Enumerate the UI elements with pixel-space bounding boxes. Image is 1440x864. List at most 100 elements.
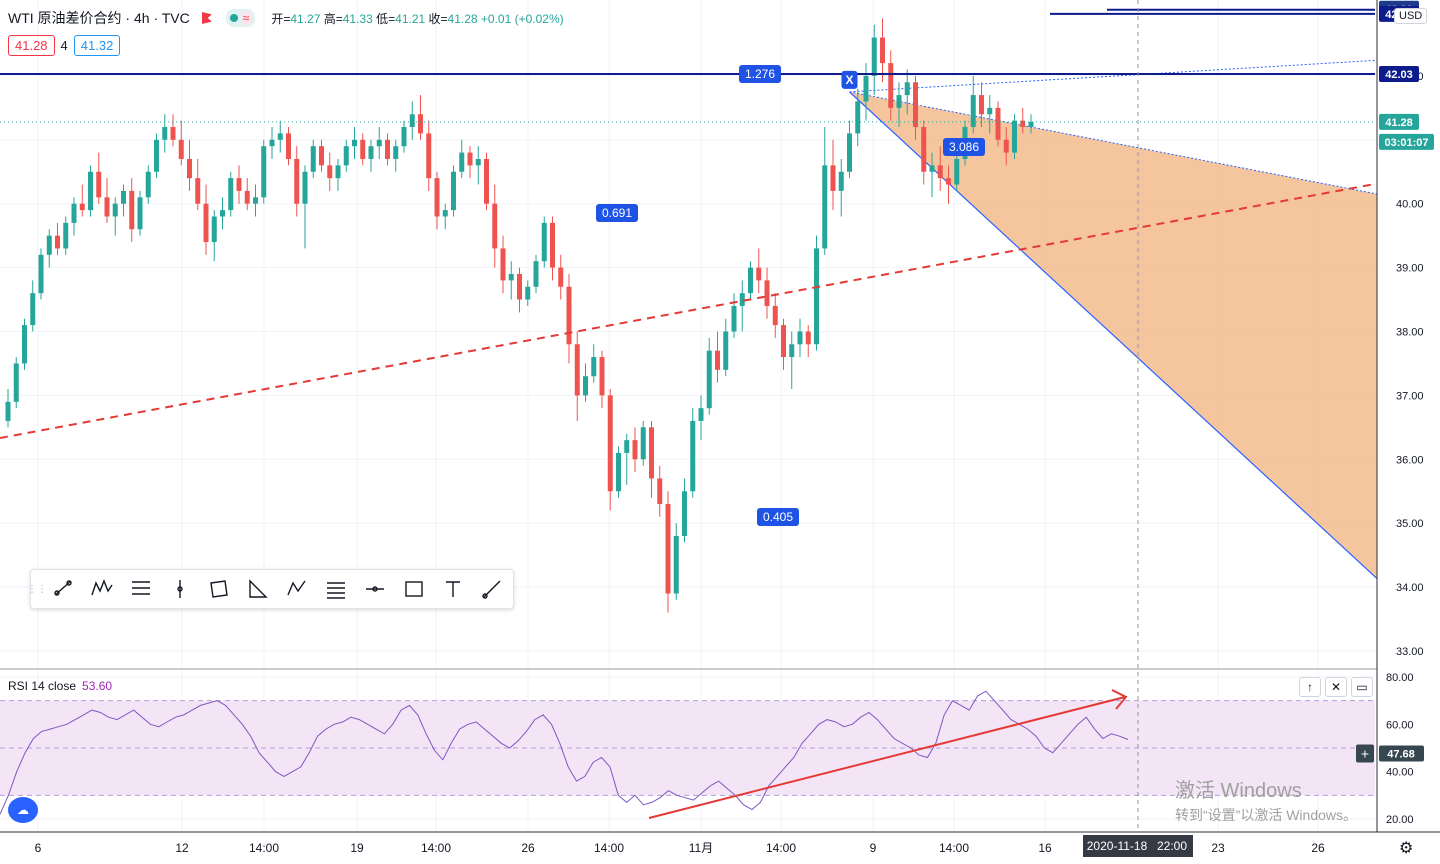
candle-body: [575, 344, 580, 395]
watermark-subtitle: 转到“设置”以激活 Windows。: [1175, 805, 1357, 825]
trend-line-icon[interactable]: [43, 570, 82, 608]
candle-body: [80, 204, 85, 210]
candle-body: [63, 223, 68, 249]
candle-body: [14, 363, 19, 401]
rectangle-icon[interactable]: [394, 570, 433, 608]
candle-body: [534, 261, 539, 287]
candle-body: [402, 127, 407, 146]
price-tag-last: 41.28: [1385, 117, 1413, 129]
candle-body: [55, 236, 60, 249]
candle-body: [138, 197, 143, 229]
candle-body: [426, 133, 431, 178]
candle-body: [179, 140, 184, 159]
pitchfork-icon[interactable]: [121, 570, 160, 608]
text-icon[interactable]: [433, 570, 472, 608]
candle-body: [789, 344, 794, 357]
candle-body: [732, 306, 737, 332]
candle-body: [443, 210, 448, 216]
horizontal-line-icon[interactable]: [355, 570, 394, 608]
candle-body: [723, 332, 728, 370]
sell-price-button[interactable]: 41.28: [8, 35, 55, 56]
price-tick-label: 37.00: [1396, 390, 1424, 402]
candle-body: [888, 63, 893, 108]
maximize-pane-button[interactable]: ▭: [1351, 677, 1373, 697]
candle-body: [921, 127, 926, 172]
ray-icon[interactable]: [472, 570, 511, 608]
candle-body: [666, 504, 671, 593]
candle-body: [996, 108, 1001, 140]
rsi-current-tag: 47.68: [1387, 748, 1415, 760]
symbol-title[interactable]: WTI 原油差价合约 · 4h · TVC: [8, 8, 190, 28]
candle-body: [979, 95, 984, 114]
buy-price-button[interactable]: 41.32: [74, 35, 121, 56]
market-status-icon[interactable]: ≈: [226, 9, 256, 27]
tradingview-logo-icon[interactable]: ☁: [8, 797, 38, 823]
candle-body: [550, 223, 555, 268]
candle-body: [831, 165, 836, 191]
candle-body: [509, 274, 514, 280]
ohlc-values: 开=41.27 高=41.33 低=41.21 收=41.28 +0.01 (+…: [271, 10, 563, 27]
candle-body: [558, 268, 563, 287]
candle-body: [501, 248, 506, 280]
currency-badge[interactable]: USD: [1394, 8, 1427, 24]
candle-body: [270, 140, 275, 146]
candle-body: [773, 306, 778, 325]
candle-body: [154, 140, 159, 172]
toolbar-grip-icon[interactable]: ⋮⋮: [31, 570, 43, 608]
ratio-label-0-691: 0.691: [602, 206, 632, 220]
candle-body: [913, 82, 918, 127]
vertical-line-icon[interactable]: [160, 570, 199, 608]
move-pane-up-button[interactable]: ↑: [1299, 677, 1321, 697]
flag-icon[interactable]: [202, 12, 212, 24]
time-tick-label: 12: [175, 841, 189, 855]
candle-body: [938, 165, 943, 178]
watermark-title: 激活 Windows: [1175, 774, 1357, 803]
gear-icon[interactable]: ⚙: [1399, 838, 1413, 858]
ratio-label-1-276: 1.276: [745, 67, 775, 81]
candle-body: [476, 159, 481, 165]
candle-body: [30, 293, 35, 325]
candle-body: [806, 332, 811, 345]
pattern-point-label-x: X: [845, 73, 853, 87]
rectangle-pattern-icon[interactable]: [199, 570, 238, 608]
candle-body: [707, 351, 712, 409]
candle-body: [682, 491, 687, 536]
time-tick-label: 26: [521, 841, 535, 855]
candle-body: [352, 140, 357, 146]
xabcd-pattern-icon[interactable]: [82, 570, 121, 608]
candle-body: [435, 178, 440, 216]
abcd-pattern-icon[interactable]: [277, 570, 316, 608]
time-tick-label: 6: [35, 841, 42, 855]
candle-body: [228, 178, 233, 210]
candle-body: [327, 165, 332, 178]
candle-body: [756, 268, 761, 281]
time-tick-label: 14:00: [421, 841, 451, 855]
candle-body: [1012, 121, 1017, 153]
candle-body: [253, 197, 258, 203]
candle-body: [525, 287, 530, 300]
fib-retracement-icon[interactable]: [316, 570, 355, 608]
candle-body: [971, 95, 976, 127]
candle-body: [864, 76, 869, 102]
candle-body: [336, 165, 341, 178]
candle-body: [146, 172, 151, 198]
candle-body: [690, 421, 695, 491]
windows-activation-watermark: 激活 Windows 转到“设置”以激活 Windows。: [1175, 774, 1357, 825]
candle-body: [410, 114, 415, 127]
bid-ask-row: 41.28 4 41.32: [8, 35, 120, 56]
ratio-label-3-086: 3.086: [949, 140, 979, 154]
candle-body: [96, 172, 101, 198]
crosshair-date: 2020-11-18: [1087, 839, 1148, 853]
candle-body: [261, 146, 266, 197]
candle-body: [113, 204, 118, 217]
candle-body: [930, 165, 935, 171]
candle-body: [311, 146, 316, 172]
price-tick-label: 40.00: [1396, 199, 1424, 211]
rsi-label[interactable]: RSI 14 close: [8, 679, 76, 693]
symbol-legend: WTI 原油差价合约 · 4h · TVC ≈ 开=41.27 高=41.33 …: [8, 8, 564, 28]
close-pane-button[interactable]: ✕: [1325, 677, 1347, 697]
triangle-pattern-icon[interactable]: [238, 570, 277, 608]
